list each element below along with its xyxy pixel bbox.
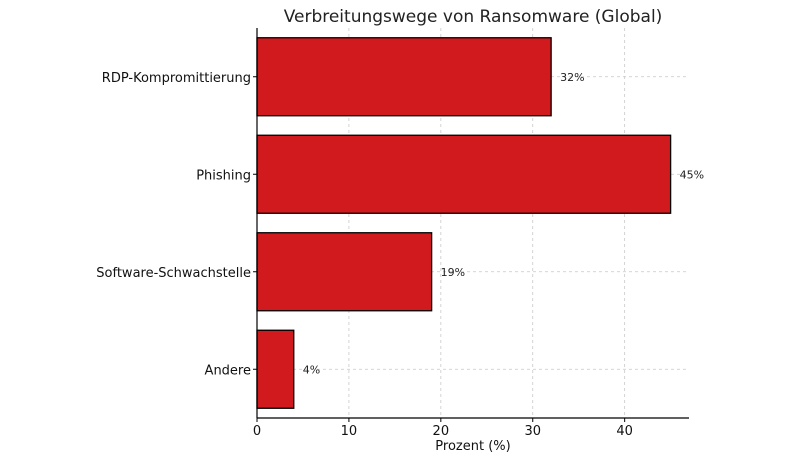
bar-rdp-kompromittierung xyxy=(256,37,552,117)
data-labels: 32% 45% 19% 4% xyxy=(303,71,704,377)
x-tick-label-10: 10 xyxy=(341,424,358,439)
x-tick-label-0: 0 xyxy=(253,424,261,439)
category-label-0: RDP-Kompromittierung xyxy=(102,71,251,86)
chart-title: Verbreitungswege von Ransomware (Global) xyxy=(284,7,663,27)
data-label-3: 4% xyxy=(303,363,320,376)
x-tick-label-40: 40 xyxy=(616,424,633,439)
category-labels: RDP-Kompromittierung Phishing Software-Sch… xyxy=(96,71,251,379)
axes xyxy=(256,28,689,419)
x-axis-label: Prozent (%) xyxy=(435,439,510,454)
bars xyxy=(256,37,672,409)
x-axis-ticks: 0 10 20 30 40 xyxy=(253,76,633,439)
data-label-1: 45% xyxy=(680,168,704,181)
data-label-2: 19% xyxy=(441,266,465,279)
category-label-3: Andere xyxy=(205,363,251,378)
category-label-1: Phishing xyxy=(196,168,251,183)
bar-software-schwachstelle xyxy=(256,232,433,312)
data-label-0: 32% xyxy=(560,71,584,84)
bar-phishing xyxy=(256,134,672,214)
bar-andere xyxy=(256,329,295,409)
x-tick-label-30: 30 xyxy=(524,424,541,439)
x-tick-label-20: 20 xyxy=(433,424,450,439)
category-label-2: Software-Schwachstelle xyxy=(96,266,251,281)
